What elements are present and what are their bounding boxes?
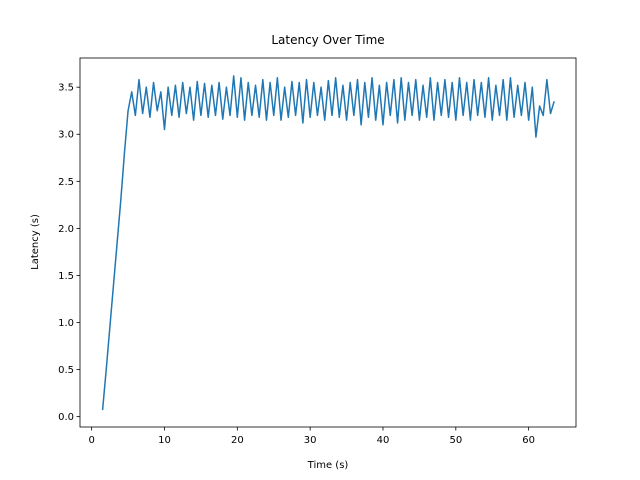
y-tick-label: 1.0: [58, 318, 74, 329]
x-tick-label: 20: [231, 435, 244, 446]
y-tick-label: 2.0: [58, 224, 74, 235]
y-tick-label: 3.0: [58, 130, 74, 141]
y-axis-label: Latency (s): [30, 214, 41, 270]
y-tick-label: 0.0: [58, 412, 74, 423]
y-tick-label: 0.5: [58, 365, 74, 376]
y-tick-label: 2.5: [58, 177, 74, 188]
data-line: [101, 75, 555, 411]
y-tick-label: 1.5: [58, 271, 74, 282]
x-tick-label: 30: [304, 435, 317, 446]
y-tick-label: 3.5: [58, 83, 74, 94]
chart-title: Latency Over Time: [271, 33, 384, 47]
x-tick-label: 0: [88, 435, 94, 446]
x-tick-label: 40: [377, 435, 390, 446]
x-tick-label: 60: [522, 435, 535, 446]
x-tick-label: 10: [158, 435, 171, 446]
x-axis-label: Time (s): [307, 460, 349, 471]
x-tick-label: 50: [449, 435, 462, 446]
axes-frame: [79, 57, 577, 428]
